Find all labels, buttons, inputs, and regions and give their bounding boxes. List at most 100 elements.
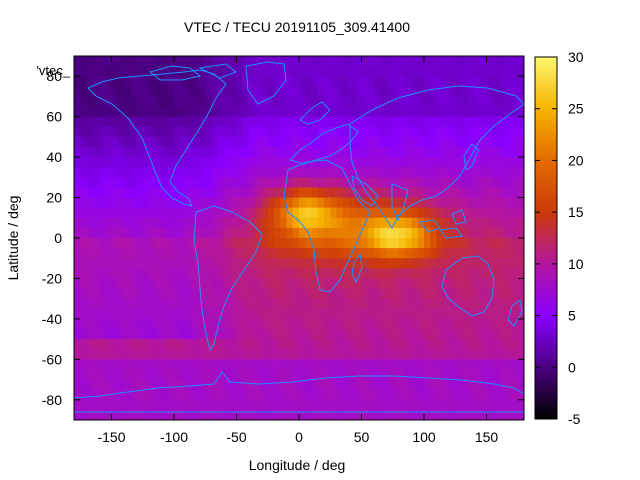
heatmap-cell [511, 329, 519, 340]
heatmap-cell [430, 359, 438, 371]
heatmap-cell [111, 76, 119, 87]
heatmap-cell [311, 268, 319, 280]
heatmap-cell [330, 318, 338, 330]
heatmap-cell [74, 238, 81, 249]
heatmap-cell [99, 136, 106, 148]
heatmap-cell [105, 288, 113, 300]
heatmap-cell [161, 389, 169, 401]
heatmap-cell [74, 369, 81, 381]
heatmap-cell [86, 379, 94, 391]
heatmap-cell [361, 157, 369, 168]
heatmap-cell [74, 288, 81, 300]
heatmap-cell [161, 369, 169, 381]
heatmap-cell [286, 248, 294, 259]
heatmap-cell [355, 157, 363, 168]
heatmap-cell [486, 126, 494, 138]
heatmap-cell [142, 288, 150, 300]
heatmap-cell [255, 96, 263, 108]
heatmap-cell [449, 136, 456, 148]
heatmap-cell [405, 56, 413, 67]
heatmap-cell [442, 96, 450, 108]
heatmap-cell [274, 339, 281, 350]
heatmap-cell [205, 298, 213, 310]
heatmap-cell [224, 248, 231, 259]
heatmap-cell [417, 187, 425, 199]
heatmap-cell [286, 409, 294, 420]
heatmap-cell [174, 318, 181, 330]
heatmap-cell [111, 248, 119, 259]
heatmap-cell [261, 126, 269, 138]
heatmap-cell [305, 349, 313, 360]
heatmap-cell [311, 238, 319, 249]
heatmap-cell [217, 66, 225, 77]
heatmap-cell [117, 76, 125, 87]
heatmap-cell [380, 238, 388, 249]
x-axis: -150 -100 -50 0 50 100 150 [97, 56, 498, 445]
heatmap-cell [505, 76, 513, 87]
x-tick-label: 100 [412, 429, 436, 445]
heatmap-cell [336, 116, 344, 128]
heatmap-cell [142, 329, 150, 340]
heatmap-cell [474, 207, 481, 219]
heatmap-cell [242, 329, 250, 340]
heatmap-cell [467, 349, 475, 360]
heatmap-cell [499, 76, 506, 87]
heatmap-cell [99, 409, 106, 420]
heatmap-cell [242, 197, 250, 209]
heatmap-cell [261, 197, 269, 209]
heatmap-cell [230, 167, 238, 178]
heatmap-cell [86, 217, 94, 229]
heatmap-cell [74, 66, 81, 77]
heatmap-cell [386, 136, 394, 148]
heatmap-cell [167, 349, 175, 360]
heatmap-cell [367, 369, 375, 381]
heatmap-cell [355, 308, 363, 320]
heatmap-cell [461, 268, 469, 280]
heatmap-cell [467, 359, 475, 371]
heatmap-cell [467, 399, 475, 411]
heatmap-cell [417, 238, 425, 249]
heatmap-cell [299, 106, 306, 118]
heatmap-cell [311, 278, 319, 290]
heatmap-cell [299, 116, 306, 128]
heatmap-cell [399, 86, 406, 98]
heatmap-cell [186, 167, 194, 178]
heatmap-cell [474, 227, 481, 239]
heatmap-cell [180, 308, 188, 320]
heatmap-cell [367, 248, 375, 259]
heatmap-cell [224, 359, 231, 371]
heatmap-cell [305, 207, 313, 219]
heatmap-cell [511, 399, 519, 411]
heatmap-cell [149, 126, 156, 138]
heatmap-cell [161, 318, 169, 330]
heatmap-cell [505, 359, 513, 371]
heatmap-cell [436, 106, 444, 118]
heatmap-cell [411, 389, 419, 401]
heatmap-cell [374, 167, 381, 178]
heatmap-cell [311, 329, 319, 340]
heatmap-cell [80, 308, 88, 320]
heatmap-cell [186, 278, 194, 290]
heatmap-cell [417, 339, 425, 350]
heatmap-cell [411, 116, 419, 128]
heatmap-cell [417, 389, 425, 401]
heatmap-cell [80, 339, 88, 350]
heatmap-cell [455, 197, 463, 209]
heatmap-cell [399, 207, 406, 219]
heatmap-cell [486, 167, 494, 178]
heatmap-cell [105, 369, 113, 381]
heatmap-cell [192, 369, 200, 381]
heatmap-cell [361, 329, 369, 340]
heatmap-cell [505, 339, 513, 350]
heatmap-cell [267, 308, 275, 320]
heatmap-cell [136, 248, 144, 259]
heatmap-cell [249, 126, 256, 138]
heatmap-cell [155, 157, 163, 168]
heatmap-cell [417, 318, 425, 330]
heatmap-cell [430, 147, 438, 158]
heatmap-cell [361, 379, 369, 391]
heatmap-cell [199, 56, 206, 67]
heatmap-cell [361, 96, 369, 108]
heatmap-cell [136, 197, 144, 209]
heatmap-cell [442, 116, 450, 128]
